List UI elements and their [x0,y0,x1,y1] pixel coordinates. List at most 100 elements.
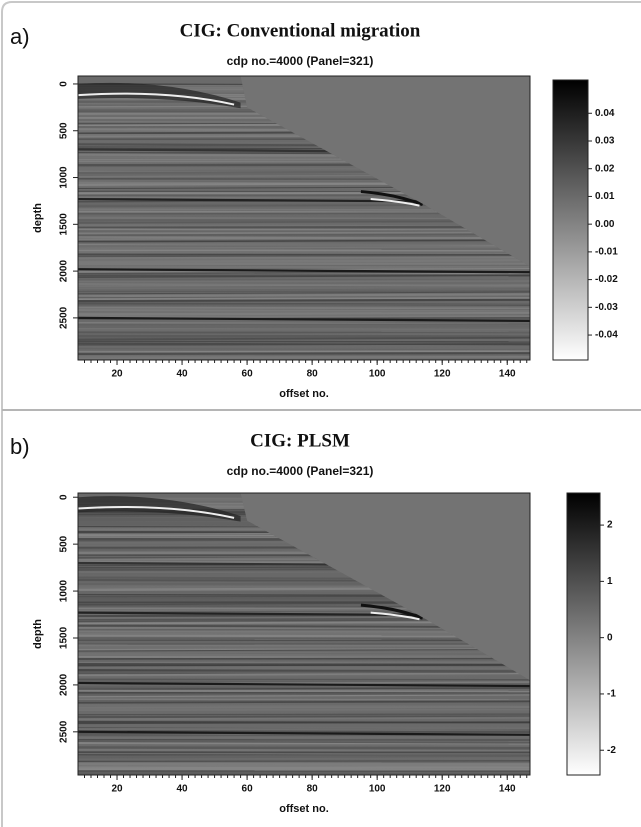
x-tick-label: 20 [111,369,123,380]
reflector [78,334,530,338]
reflector [78,716,530,721]
reflector [78,251,530,255]
reflector [78,284,530,287]
reflector [78,746,530,750]
reflector [78,306,530,310]
reflector [78,225,530,229]
reflector [78,709,530,714]
reflector [78,700,530,704]
x-tick-label: 80 [307,369,319,380]
reflector [78,310,530,314]
reflector [78,735,530,739]
reflector [78,350,530,354]
reflector [78,298,530,303]
reflector [78,297,530,301]
reflector [78,336,530,341]
reflector [78,655,530,659]
reflector [78,706,530,709]
deep-event [360,190,424,207]
reflector [78,692,530,696]
reflector [78,657,530,660]
x-tick-label: 60 [242,784,254,795]
x-tick-label: 140 [499,369,516,380]
y-tick-label: 1000 [59,166,70,189]
y-tick-label: 0 [59,494,70,500]
x-axis-label: offset no. [279,388,329,400]
x-axis-label: offset no. [279,803,329,815]
reflector [78,245,530,249]
strong-reflector [78,268,530,274]
reflector [78,648,530,652]
x-tick-label: 100 [369,369,386,380]
reflector [78,634,530,638]
shallow-event-bright [78,92,235,106]
reflector [78,340,530,343]
reflector [78,694,530,698]
x-tick-label: 100 [369,784,386,795]
reflector [78,291,530,295]
y-tick-label: 1500 [59,213,70,236]
colorbar-tick-label: 0.02 [595,163,615,174]
reflector [78,713,530,716]
reflector [78,274,530,277]
x-tick-label: 40 [176,369,188,380]
x-tick-label: 60 [242,369,254,380]
colorbar-tick-label: -0.01 [595,247,618,258]
reflector [78,231,530,235]
colorbar-tick-label: 0.01 [595,191,615,202]
reflector [78,254,530,258]
reflector [78,756,530,759]
colorbar [552,79,589,361]
reflector [78,332,530,336]
x-tick-label: 120 [434,784,451,795]
reflector [78,753,530,758]
panel-label: a) [10,24,30,49]
reflector [78,303,530,306]
y-tick-label: 2500 [59,306,70,329]
x-tick-label: 20 [111,784,123,795]
y-tick-label: 500 [59,122,70,139]
colorbar-tick-label: 2 [607,520,613,531]
reflector [78,674,530,679]
y-tick-label: 1000 [59,580,70,603]
reflector [78,725,530,727]
reflector [78,233,530,237]
reflector [78,290,530,293]
colorbar-tick-label: 0.03 [595,136,615,147]
strong-reflector [78,316,530,322]
reflector [78,311,530,316]
reflector [78,293,530,298]
reflector [78,758,530,762]
x-tick-label: 80 [307,784,319,795]
strong-reflector [78,681,530,688]
reflector [78,239,530,243]
y-tick-label: 2000 [59,673,70,696]
colorbar [566,492,601,776]
plot-frame [77,75,531,361]
y-tick-label: 2000 [59,260,70,283]
deep-event-bright [370,198,420,207]
chart-title: CIG: PLSM [250,430,350,451]
reflector [78,766,530,770]
plot-frame [77,492,531,776]
reflector [78,637,530,640]
colorbar-tick-label: 0.04 [595,108,615,119]
reflector [78,661,530,665]
x-tick-label: 120 [434,369,451,380]
colorbar-tick-label: 1 [607,576,613,587]
reflector [78,288,530,291]
reflector [78,355,530,360]
reflector [78,259,530,264]
reflector [78,342,530,346]
reflector [78,740,530,744]
reflector [78,651,530,654]
colorbar-tick-label: -0.02 [595,274,618,285]
chart-subtitle: cdp no.=4000 (Panel=321) [227,54,374,68]
reflector [78,721,530,725]
y-tick-label: 500 [59,535,70,552]
reflector [78,265,530,269]
deep-event [360,603,424,620]
colorbar-tick-label: -0.04 [595,330,618,341]
y-tick-label: 0 [59,81,70,87]
